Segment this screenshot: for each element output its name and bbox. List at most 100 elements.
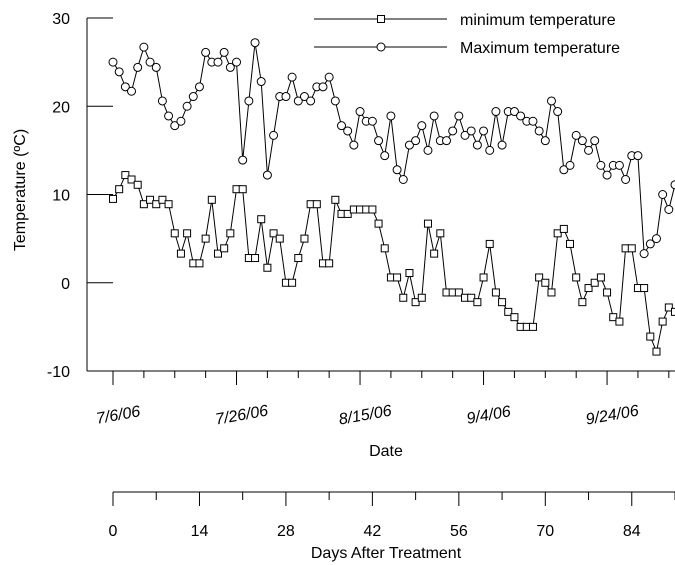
max-temp-point (485, 145, 495, 155)
min-temp-point (559, 224, 568, 233)
min-temp-point (257, 215, 266, 224)
days-tick-label: 42 (363, 523, 381, 540)
days-tick-label: 56 (450, 523, 468, 540)
max-temp-point (423, 145, 433, 155)
max-temp-point (491, 107, 501, 117)
min-temp-point (423, 219, 432, 228)
min-temp-point (213, 249, 222, 258)
min-temp-point (195, 259, 204, 268)
min-temp-point (572, 273, 581, 282)
max-temp-point (262, 170, 272, 180)
min-temp-point (294, 254, 303, 263)
max-temp-point (157, 96, 167, 106)
min-temp-point (133, 180, 142, 189)
max-temp-point (145, 57, 155, 67)
date-tick-label: 8/15/06 (337, 403, 393, 429)
date-axis: 7/6/06 7/26/06 8/15/06 9/4/06 9/24/06 (95, 370, 675, 429)
max-temp-point (417, 121, 427, 131)
min-temp-point (275, 234, 284, 243)
series-group (108, 38, 675, 356)
max-temp-point (590, 136, 600, 146)
max-temp-point (176, 116, 186, 126)
y-tick-label: -10 (47, 364, 70, 381)
max-temp-point (540, 136, 550, 146)
min-temp-point (578, 298, 587, 307)
min-temp-point (220, 244, 229, 253)
max-temp-point (380, 151, 390, 161)
max-temp-point (133, 62, 143, 72)
min-temp-point (115, 185, 124, 194)
max-temp-point (256, 77, 266, 87)
min-temp-point (652, 347, 661, 356)
min-temp-point (535, 273, 544, 282)
max-temp-point (170, 121, 180, 131)
date-tick-label: 7/26/06 (214, 403, 270, 429)
min-temp-point (485, 239, 494, 248)
max-temp-point (448, 126, 458, 136)
days-tick-label: 70 (536, 523, 554, 540)
maximum-temperature-series (108, 38, 675, 259)
days-tick-label: 84 (623, 523, 641, 540)
min-temp-point (139, 200, 148, 209)
max-temp-point (411, 136, 421, 146)
max-temp-point (318, 82, 328, 92)
min-temp-point (300, 234, 309, 243)
max-temp-point (392, 165, 402, 175)
min-temp-point (596, 273, 605, 282)
max-temp-point (577, 136, 587, 146)
min-temp-point (170, 229, 179, 238)
y-tick-label: 20 (52, 99, 70, 116)
min-temp-point (152, 200, 161, 209)
max-temp-point (386, 111, 396, 121)
max-temp-point (639, 249, 649, 259)
max-temp-point (404, 140, 414, 150)
max-temp-point (127, 86, 137, 96)
min-temp-point (473, 298, 482, 307)
max-temp-point (454, 111, 464, 121)
min-temp-point (238, 185, 247, 194)
min-temp-point (127, 175, 136, 184)
min-temp-point (584, 284, 593, 293)
min-temp-point (454, 288, 463, 297)
min-temp-point (658, 317, 667, 326)
max-temp-point (441, 136, 451, 146)
max-temp-point (614, 160, 624, 170)
max-temp-point (120, 82, 130, 92)
min-temp-point (226, 229, 235, 238)
max-temp-point (293, 96, 303, 106)
max-temp-point (324, 72, 334, 82)
max-temp-point (559, 165, 569, 175)
days-axis-label: Days After Treatment (311, 545, 462, 562)
min-temp-point (380, 244, 389, 253)
max-temp-point (355, 107, 365, 117)
min-temp-point (603, 288, 612, 297)
max-temp-point (497, 140, 507, 150)
max-temp-point (651, 234, 661, 244)
max-temp-point (516, 111, 526, 121)
max-temp-point (238, 155, 248, 165)
min-temp-point (491, 288, 500, 297)
max-temp-point (621, 174, 631, 184)
max-temp-point (306, 96, 316, 106)
date-tick-label: 9/24/06 (585, 403, 641, 429)
min-temp-point (417, 293, 426, 302)
min-temp-point (510, 313, 519, 322)
max-temp-point (151, 62, 161, 72)
max-temp-point (584, 145, 594, 155)
min-temp-point (312, 200, 321, 209)
max-temp-point (139, 42, 149, 52)
max-temp-point (182, 101, 192, 111)
min-temp-point (671, 307, 675, 316)
min-temp-point (176, 249, 185, 258)
max-temp-point (670, 180, 675, 190)
max-temp-point (479, 126, 489, 136)
min-temp-point (343, 209, 352, 218)
min-temp-point (547, 288, 556, 297)
max-temp-point (460, 130, 470, 140)
max-temp-point (337, 121, 347, 131)
min-temp-point (615, 317, 624, 326)
min-temp-point (263, 263, 272, 272)
max-temp-point (472, 140, 482, 150)
min-temp-point (609, 313, 618, 322)
days-tick-label: 0 (109, 523, 118, 540)
